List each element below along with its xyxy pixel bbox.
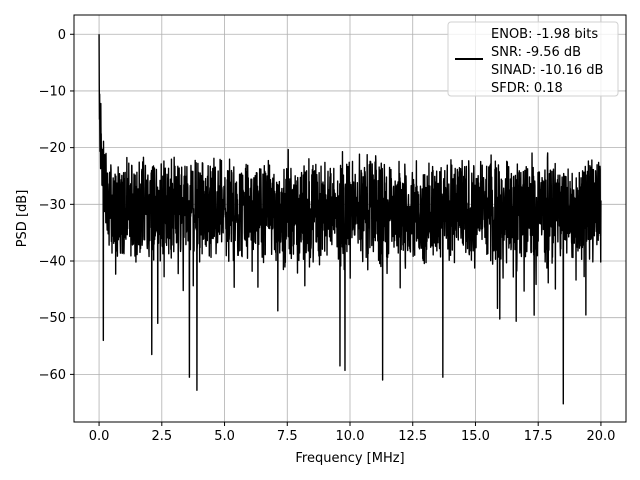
y-tick-label: −50 [39, 311, 66, 326]
legend-label: ENOB: -1.98 bits SNR: -9.56 dB SINAD: -10.… [491, 27, 603, 96]
psd-trace-group [98, 34, 602, 405]
x-tick-label: 17.5 [524, 429, 553, 444]
y-tick-label: −10 [39, 84, 66, 99]
x-axis-label: Frequency [MHz] [295, 451, 404, 466]
x-tick-label: 0.0 [89, 429, 110, 444]
y-tick-label: −30 [39, 198, 66, 213]
legend-label-line: SNR: -9.56 dB [491, 45, 581, 60]
x-tick-label: 15.0 [461, 429, 490, 444]
legend-label-line: ENOB: -1.98 bits [491, 27, 598, 42]
legend-label-line: SINAD: -10.16 dB [491, 63, 603, 78]
y-axis-ticks: 0 −10 −20 −30 −40 −50 −60 [39, 28, 74, 383]
y-tick-label: −20 [39, 141, 66, 156]
y-tick-label: −60 [39, 368, 66, 383]
legend-box [447, 21, 619, 97]
x-tick-label: 7.5 [277, 429, 298, 444]
psd-series-line [98, 34, 602, 405]
x-tick-label: 20.0 [586, 429, 615, 444]
legend-label-line: SFDR: 0.18 [491, 81, 563, 96]
legend: ENOB: -1.98 bits SNR: -9.56 dB SINAD: -10.… [447, 21, 619, 97]
x-tick-label: 5.0 [214, 429, 235, 444]
y-tick-label: −40 [39, 255, 66, 270]
x-tick-label: 10.0 [336, 429, 365, 444]
x-tick-label: 12.5 [398, 429, 427, 444]
y-tick-label: 0 [58, 28, 66, 43]
y-axis-label: PSD [dB] [15, 190, 30, 248]
x-axis-ticks: 0.0 2.5 5.0 7.5 10.0 12.5 15.0 17.5 20.0 [89, 422, 615, 444]
x-tick-label: 2.5 [151, 429, 172, 444]
